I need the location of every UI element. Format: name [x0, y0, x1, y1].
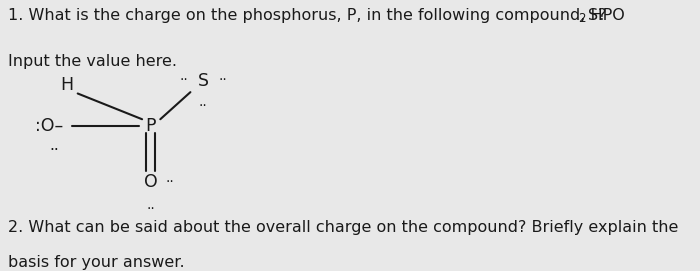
Text: S: S	[197, 72, 209, 90]
Text: Input the value here.: Input the value here.	[8, 54, 177, 69]
Text: :O–: :O–	[35, 117, 63, 135]
Text: 1. What is the charge on the phosphorus, P, in the following compound, HPO: 1. What is the charge on the phosphorus,…	[8, 8, 625, 23]
Text: ··: ··	[166, 175, 174, 189]
Text: P: P	[146, 117, 155, 135]
Text: ··: ··	[179, 73, 188, 87]
Text: ··: ··	[146, 202, 155, 216]
Text: ··: ··	[50, 143, 60, 158]
Text: ··: ··	[199, 99, 207, 113]
Text: S?: S?	[588, 8, 606, 23]
Text: basis for your answer.: basis for your answer.	[8, 255, 185, 270]
Text: 2: 2	[578, 12, 586, 25]
Text: 2. What can be said about the overall charge on the compound? Briefly explain th: 2. What can be said about the overall ch…	[8, 220, 679, 234]
Text: ··: ··	[218, 73, 227, 87]
Text: H: H	[60, 76, 73, 94]
Text: O: O	[144, 173, 158, 191]
